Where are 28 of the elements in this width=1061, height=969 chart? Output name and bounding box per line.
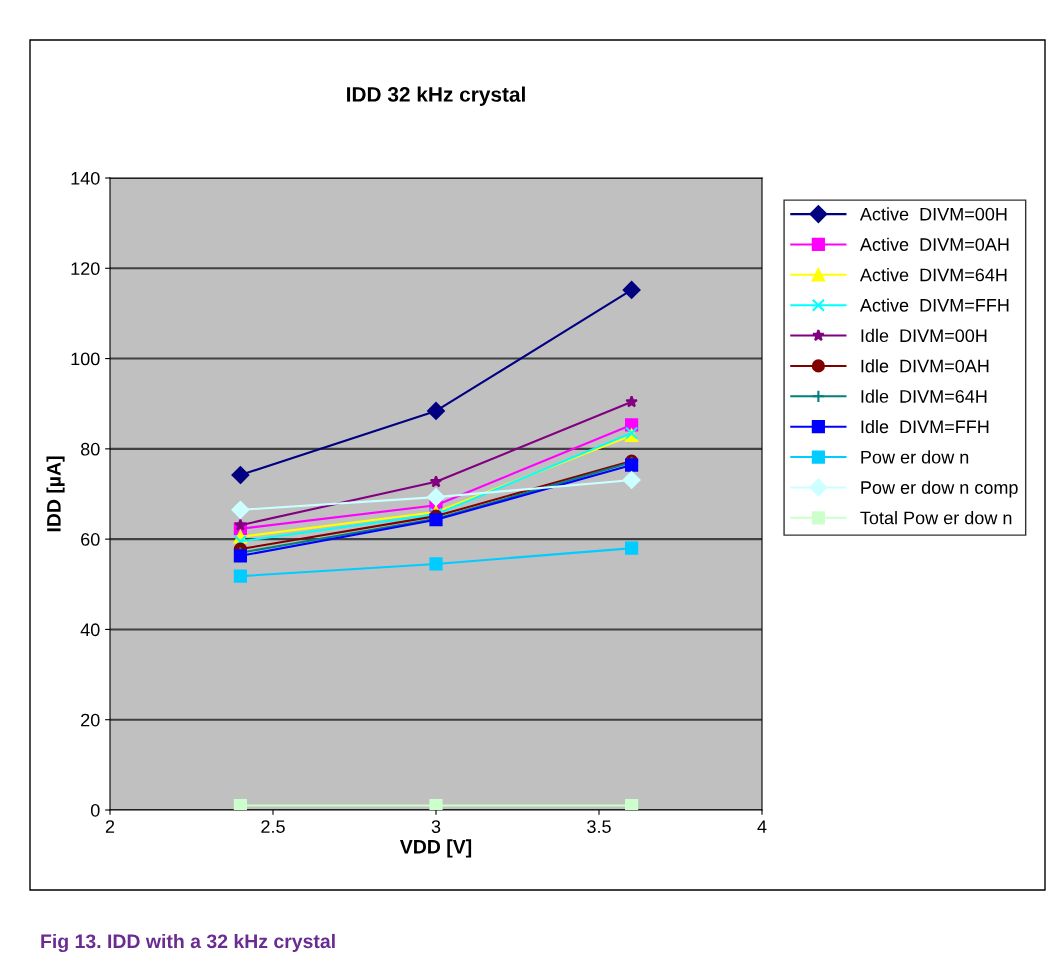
y-tick-label: 80 (80, 442, 100, 456)
legend-label: Pow er dow n (861, 450, 969, 464)
x-tick-label: 2 (105, 820, 115, 833)
y-tick-label: 100 (71, 352, 100, 366)
y-tick-label: 60 (81, 533, 100, 546)
legend-label: Active DIVM=FFH (859, 298, 1009, 312)
y-tick-label: 140 (71, 171, 100, 185)
legend-label: Idle DIVM=00H (861, 328, 987, 343)
y-tick-label: 120 (71, 262, 100, 276)
legend-label: Idle DIVM=64H (861, 389, 987, 403)
x-tick-label: 4 (757, 820, 767, 833)
x-tick-label: 3 (431, 820, 441, 833)
y-tick-label: 40 (80, 623, 100, 637)
legend-label: Idle DIVM=0AH (861, 359, 989, 373)
legend-label: Idle DIVM=FFH (861, 419, 989, 434)
legend-label: Active DIVM=64H (859, 268, 1007, 282)
caption: Fig 13. IDD with a 32 kHz crystal (41, 933, 335, 953)
y-axis-title: IDD [µA] (46, 456, 65, 532)
legend-label: Active DIVM=0AH (859, 237, 1009, 251)
x-tick-label: 3.5 (587, 820, 611, 833)
legend-label: Pow er dow n comp (861, 480, 1018, 498)
chart-title: IDD 32 kHz crystal (347, 86, 525, 106)
y-tick-label: 20 (81, 713, 100, 727)
x-axis-title: VDD [V] (399, 839, 472, 858)
x-tick-label: 2.5 (261, 820, 285, 833)
legend-label: Total Pow er dow n (860, 511, 1012, 525)
legend-label: Active DIVM=00H (859, 207, 1007, 221)
y-tick-label: 0 (90, 803, 100, 817)
